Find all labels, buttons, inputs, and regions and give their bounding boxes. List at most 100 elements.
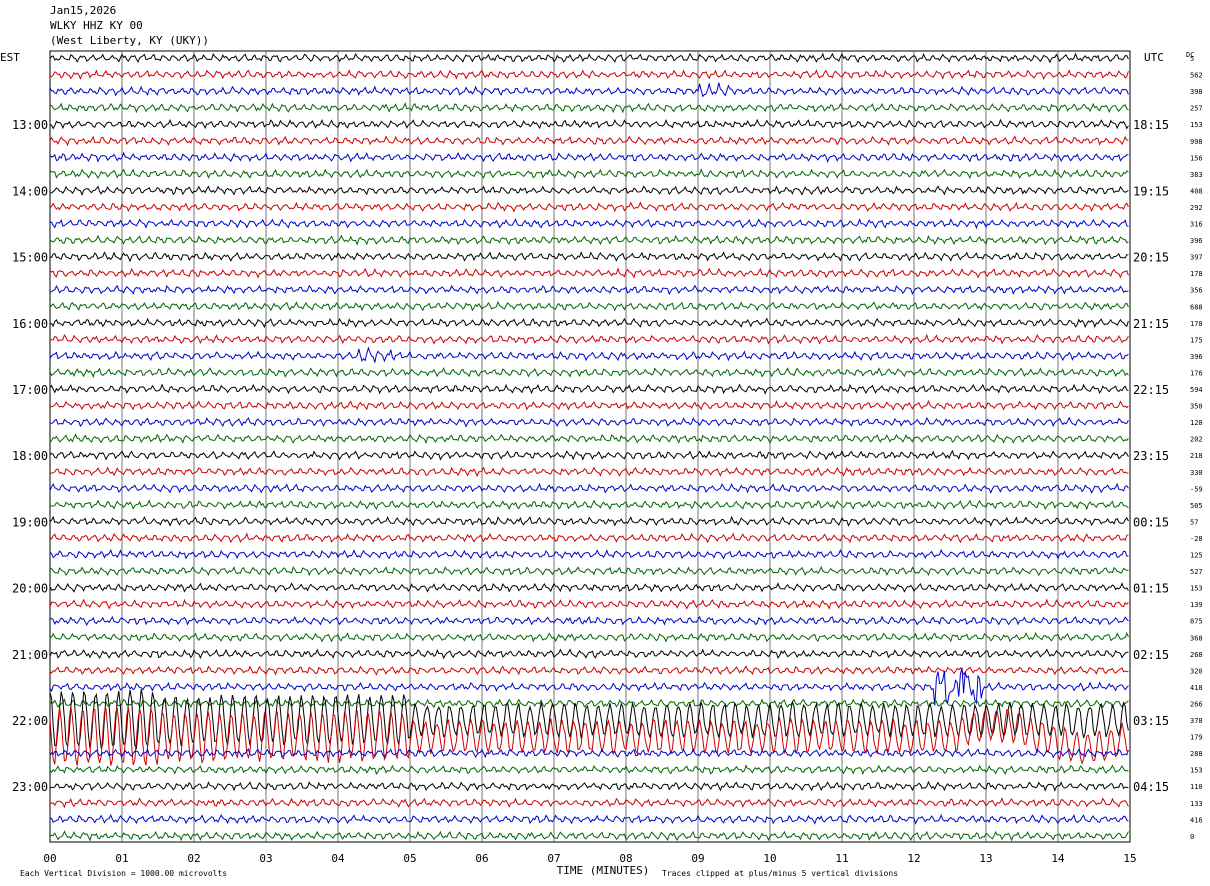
right-hour-label: 04:15 [1133,780,1169,794]
header-station: WLKY HHZ KY 00 [50,19,143,32]
seismic-trace-42 [49,747,1129,759]
dc-offset-label: 268 [1190,651,1203,659]
dc-offset-label: 316 [1190,221,1203,229]
left-hour-label: 19:00 [12,515,48,529]
seismic-trace-17 [49,333,1129,345]
label-group: EST UTC DC 13:00 14:00 15:00 16:00 17:00 18:00 19… [0,51,1203,878]
seismic-trace-25 [49,466,1129,478]
dc-offset-label: 292 [1190,204,1203,212]
x-axis-title: TIME (MINUTES) [557,864,650,877]
x-tick-label: 09 [691,852,704,865]
plot-frame [49,50,1131,843]
header-date: Jan15,2026 [50,4,117,17]
dc-offset-label: 288 [1190,750,1203,758]
seismic-trace-32 [49,582,1129,593]
dc-offset-label: 179 [1190,734,1203,742]
right-hour-label: 19:15 [1133,184,1169,198]
dc-offset-label: 330 [1190,469,1203,477]
seismic-trace-10 [49,218,1129,230]
dc-offset-label: 320 [1190,667,1203,675]
dc-label: DC [1186,51,1194,59]
x-tick-label: 02 [187,852,200,865]
dc-offset-label: 153 [1190,767,1203,775]
dc-offset-label: 396 [1190,353,1203,361]
dc-offset-label: 396 [1190,237,1203,245]
dc-offset-label: 133 [1190,800,1203,808]
dc-offset-label: 527 [1190,568,1203,576]
dc-offset-label: 0 [1190,833,1194,841]
seismic-trace-41 [49,706,1129,766]
seismic-trace-46 [49,813,1129,825]
seismic-trace-45 [49,797,1129,809]
dc-offset-label: 57 [1190,518,1198,526]
left-hour-label: 20:00 [12,582,48,596]
dc-offset-label: 175 [1190,336,1203,344]
seismic-trace-39 [49,698,1129,709]
seismic-trace-18 [49,346,1129,363]
x-tick-label: 04 [331,852,345,865]
seismic-trace-36 [49,648,1129,660]
left-hour-label: 22:00 [12,714,48,728]
dc-offset-label: 356 [1190,287,1203,295]
left-hour-label: 14:00 [12,184,48,198]
dc-offset-label: 176 [1190,369,1203,377]
dc-offset-label: 562 [1190,72,1203,80]
seismic-trace-33 [49,598,1129,610]
seismic-trace-24 [49,449,1129,461]
x-tick-label: 03 [259,852,272,865]
seismic-trace-19 [49,367,1129,379]
left-hour-label: 18:00 [12,449,48,463]
x-tick-label: 00 [43,852,56,865]
footer-scale-note: Each Vertical Division = 1000.00 microvo… [20,869,227,878]
seismic-trace-27 [49,499,1129,511]
seismic-trace-2 [49,82,1129,98]
right-hour-label: 03:15 [1133,714,1169,728]
dc-offset-label: 125 [1190,552,1203,560]
x-tick-label: 01 [115,852,128,865]
seismic-trace-35 [49,631,1129,643]
header-location: (West Liberty, KY (UKY)) [50,34,209,47]
dc-offset-label: 202 [1190,436,1203,444]
dc-offset-label: 594 [1190,386,1203,394]
seismic-trace-26 [49,482,1129,494]
right-timezone-label: UTC [1144,51,1164,64]
seismic-trace-44 [49,780,1129,792]
left-hour-label: 23:00 [12,780,48,794]
dc-offset-label: 505 [1190,502,1203,510]
seismic-trace-9 [49,201,1129,213]
dc-offset-label: 368 [1190,634,1203,642]
seismic-trace-13 [49,267,1129,279]
right-hour-label: 20:15 [1133,251,1169,265]
left-hour-label: 15:00 [12,251,48,265]
right-hour-label: 23:15 [1133,449,1169,463]
dc-offset-label: 418 [1190,684,1203,692]
right-hour-label: 18:15 [1133,118,1169,132]
seismic-trace-16 [49,317,1129,329]
right-hour-label: 22:15 [1133,383,1169,397]
seismic-trace-15 [49,300,1129,312]
dc-offset-label: 266 [1190,700,1203,708]
dc-offset-label: 178 [1190,320,1203,328]
dc-offset-label: 408 [1190,187,1203,195]
dc-offset-label: 5 [1190,55,1194,63]
dc-offset-label: 688 [1190,303,1203,311]
right-hour-label: 00:15 [1133,515,1169,529]
seismic-trace-1 [49,69,1129,81]
x-tick-label: 05 [403,852,416,865]
dc-offset-label: 153 [1190,585,1203,593]
dc-offset-label: -59 [1190,485,1203,493]
seismic-trace-47 [49,830,1129,842]
seismic-trace-4 [49,118,1129,130]
seismic-trace-31 [49,565,1129,577]
x-tick-label: 10 [763,852,776,865]
right-hour-label: 21:15 [1133,317,1169,331]
dc-offset-label: 128 [1190,419,1203,427]
seismic-trace-3 [49,101,1129,114]
left-hour-label: 17:00 [12,383,48,397]
x-tick-label: 08 [619,852,632,865]
right-hour-label: 01:15 [1133,582,1169,596]
left-timezone-label: EST [0,51,20,64]
footer-clip-note: Traces clipped at plus/minus 5 vertical … [662,869,898,878]
dc-offset-label: 998 [1190,138,1203,146]
